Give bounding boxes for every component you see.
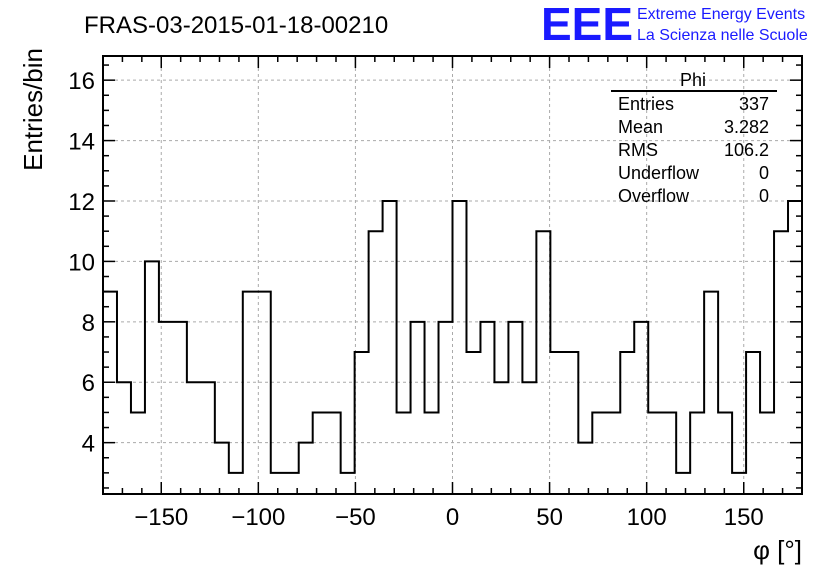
histogram-bin [648,412,662,494]
x-tick-label: −100 [231,504,285,531]
histogram-bin [201,382,215,494]
axis-ticks [102,56,803,494]
histogram-bin [117,382,131,494]
logo: EEE Extreme Energy Events La Scienza nel… [541,0,808,50]
histogram-bin [411,322,425,494]
tick-labels: −150 −100 −50 0 50 100 150 4 6 8 10 12 14 16 [68,68,763,531]
histogram-bin [508,322,522,494]
histogram-bin [257,292,271,494]
histogram-bin [299,443,313,494]
logo-line1: Extreme Energy Events [637,6,805,23]
histogram-bin [760,412,774,494]
y-tick-label: 14 [68,129,95,156]
y-tick-label: 6 [82,370,95,397]
histogram-bin [145,261,159,494]
chart-title: FRAS-03-2015-01-18-00210 [84,12,388,39]
y-tick-label: 12 [68,189,95,216]
histogram-bin [397,412,411,494]
histogram-bin [522,382,536,494]
histogram-bin [480,322,494,494]
y-tick-label: 16 [68,68,95,95]
histogram-bin [187,382,201,494]
y-tick-label: 8 [82,310,95,337]
x-tick-label: 50 [536,504,563,531]
stats-label-mean: Mean [618,117,663,137]
stats-value-mean: 3.282 [724,117,769,137]
histogram-bin [578,443,592,494]
stats-value-overflow: 0 [759,186,769,206]
histogram-bin [774,231,788,494]
stats-label-overflow: Overflow [618,186,690,206]
stats-label-underflow: Underflow [618,163,700,183]
histogram-bin [439,322,453,494]
stats-label-entries: Entries [618,94,674,114]
histogram-bin [690,412,704,494]
histogram-bin [425,412,439,494]
histogram-outline [103,199,802,474]
histogram-bars [103,199,802,494]
histogram-bin [453,201,467,494]
x-tick-label: 150 [724,504,764,531]
y-tick-label: 10 [68,249,95,276]
histogram-bin [662,412,676,494]
histogram-bin [383,201,397,494]
histogram-bin [131,412,145,494]
histogram-bin [536,231,550,494]
y-axis-title: Entries/bin [18,48,48,171]
histogram-bin [634,322,648,494]
histogram-bin [369,231,383,494]
logo-mark: EEE [541,0,633,50]
histogram-bin [355,352,369,494]
histogram-bin [550,352,564,494]
histogram-bin [718,412,732,494]
stats-box: Phi Entries 337 Mean 3.282 RMS 106.2 Und… [611,70,777,206]
histogram-bin [704,292,718,494]
x-tick-label: 100 [627,504,667,531]
histogram-bin [494,382,508,494]
histogram-bin [215,443,229,494]
histogram-bin [229,473,243,494]
histogram-bin [159,322,173,494]
histogram-bin [466,352,480,494]
histogram-bin [243,292,257,494]
histogram-bin [564,352,578,494]
y-tick-label: 4 [82,431,95,458]
histogram-bin [620,352,634,494]
histogram-bin [327,412,341,494]
histogram-bin [173,322,187,494]
stats-value-rms: 106.2 [724,140,769,160]
histogram-bin [341,473,355,494]
histogram-bin [788,201,802,494]
stats-name: Phi [680,70,706,90]
x-tick-label: 0 [446,504,459,531]
histogram-bin [592,412,606,494]
histogram-bin [676,473,690,494]
histogram-bin [313,412,327,494]
histogram-bin [606,412,620,494]
stats-value-entries: 337 [739,94,769,114]
stats-value-underflow: 0 [759,163,769,183]
x-tick-label: −150 [134,504,188,531]
x-axis-title: φ [°] [753,535,802,565]
logo-line2: La Scienza nelle Scuole [637,27,808,44]
x-tick-label: −50 [335,504,376,531]
stats-label-rms: RMS [618,140,658,160]
histogram-bin [746,352,760,494]
